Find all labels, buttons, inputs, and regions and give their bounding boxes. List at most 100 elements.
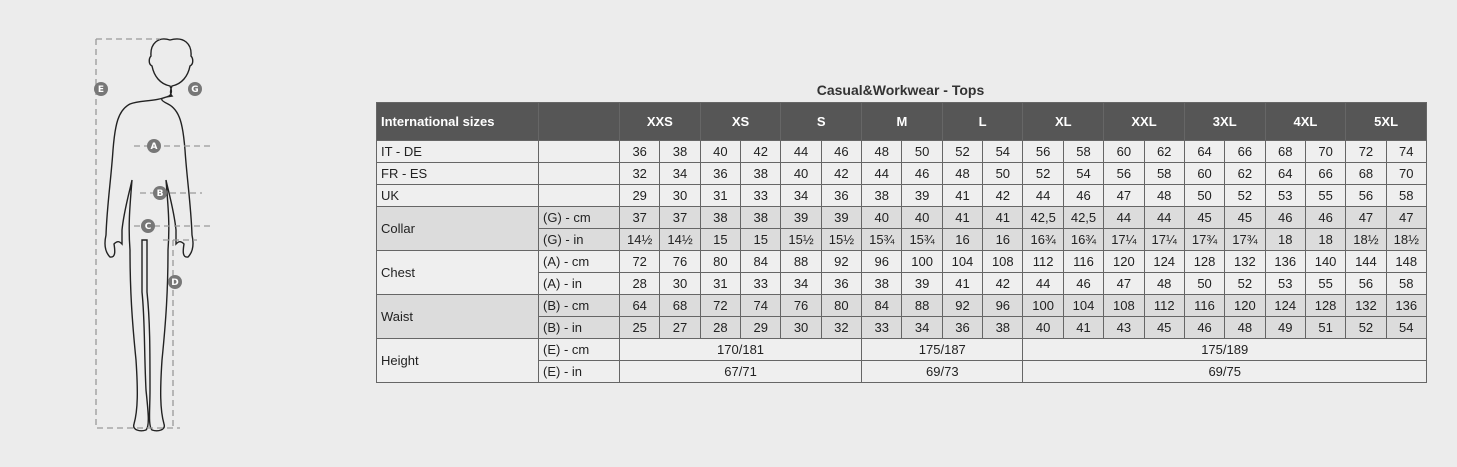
- size-cell: 124: [1264, 294, 1306, 317]
- size-cell: 34: [780, 272, 822, 295]
- size-cell: 38: [982, 316, 1024, 339]
- size-cell: 39: [901, 184, 943, 207]
- size-cell: 132: [1224, 250, 1266, 273]
- header-size-xxl: XXL: [1103, 102, 1185, 141]
- header-size-5xl: 5XL: [1345, 102, 1427, 141]
- row-label: Collar: [376, 206, 539, 251]
- size-cell: 76: [780, 294, 822, 317]
- size-cell: 52: [1345, 316, 1387, 339]
- size-cell: 58: [1385, 184, 1427, 207]
- size-cell: 44: [861, 162, 903, 185]
- size-cell: 92: [820, 250, 863, 273]
- size-cell: 140: [1304, 250, 1347, 273]
- size-cell: 36: [941, 316, 984, 339]
- size-cell: 104: [1062, 294, 1105, 317]
- body-outline: [104, 38, 194, 432]
- size-cell: 46: [1062, 184, 1105, 207]
- table-row: (E) - in 67/71 69/73 69/75: [377, 360, 1427, 383]
- row-unit: (B) - in: [538, 316, 620, 339]
- size-cell: 39: [820, 206, 863, 229]
- size-cell: 36: [618, 140, 661, 163]
- size-cell: 16: [982, 228, 1024, 251]
- size-cell: 14½: [659, 228, 701, 251]
- size-cell: 74: [1385, 140, 1427, 163]
- size-cell: 52: [1022, 162, 1064, 185]
- size-cell: 58: [1062, 140, 1105, 163]
- row-unit: (E) - cm: [538, 338, 620, 361]
- size-cell: 25: [618, 316, 661, 339]
- size-cell: 31: [699, 272, 742, 295]
- size-cell: 50: [982, 162, 1024, 185]
- size-cell: 64: [618, 294, 661, 317]
- size-cell: 44: [1022, 272, 1064, 295]
- size-cell: 15: [699, 228, 742, 251]
- row-unit: (B) - cm: [538, 294, 620, 317]
- size-cell: 48: [1224, 316, 1266, 339]
- size-cell: 46: [1062, 272, 1105, 295]
- size-cell: 148: [1385, 250, 1427, 273]
- size-cell: 92: [941, 294, 984, 317]
- size-cell: 60: [1103, 140, 1145, 163]
- size-cell: 47: [1345, 206, 1387, 229]
- size-cell: 27: [659, 316, 701, 339]
- size-cell: 37: [659, 206, 701, 229]
- row-label: UK: [376, 184, 539, 207]
- size-cell: 38: [740, 206, 782, 229]
- size-cell: 84: [740, 250, 782, 273]
- size-cell: 96: [861, 250, 903, 273]
- size-cell: 42,5: [1062, 206, 1105, 229]
- size-cell: 18: [1264, 228, 1306, 251]
- table-row: (G) - in 14½ 14½ 15 15 15½ 15½ 15¾ 15¾ 16 16 16¾ 16¾…: [377, 228, 1427, 251]
- size-cell: 50: [1183, 184, 1226, 207]
- size-cell: 33: [861, 316, 903, 339]
- size-cell: 58: [1385, 272, 1427, 295]
- size-cell: 55: [1304, 272, 1347, 295]
- size-cell: 62: [1143, 140, 1185, 163]
- body-measurement-figure: E G A B C D: [94, 38, 210, 432]
- size-cell: 29: [740, 316, 782, 339]
- size-cell: 56: [1103, 162, 1145, 185]
- table-row: Waist (B) - cm 64 68 72 74 76 80 84 88 92 96 100 104 1…: [376, 294, 1427, 339]
- height-cell: 175/189: [1022, 338, 1427, 361]
- size-cell: 40: [861, 206, 903, 229]
- size-cell: 136: [1385, 294, 1427, 317]
- size-cell: 76: [659, 250, 701, 273]
- row-label: Waist: [376, 294, 539, 339]
- size-cell: 17¼: [1103, 228, 1145, 251]
- size-cell: 72: [1345, 140, 1387, 163]
- header-size-xl: XL: [1022, 102, 1105, 141]
- header-size-s: S: [780, 102, 863, 141]
- size-cell: 70: [1304, 140, 1347, 163]
- size-cell: 50: [901, 140, 943, 163]
- svg-text:D: D: [171, 278, 178, 288]
- marker-E: E: [94, 82, 108, 96]
- header-international-sizes: International sizes: [376, 102, 539, 141]
- size-cell: 17¼: [1143, 228, 1185, 251]
- size-cell: 68: [659, 294, 701, 317]
- size-cell: 48: [1143, 272, 1185, 295]
- size-cell: 80: [699, 250, 742, 273]
- size-cell: 74: [740, 294, 782, 317]
- size-cell: 47: [1385, 206, 1427, 229]
- size-cell: 64: [1183, 140, 1226, 163]
- size-cell: 52: [1224, 272, 1266, 295]
- size-cell: 41: [941, 184, 984, 207]
- size-cell: 34: [901, 316, 943, 339]
- height-cell: 175/187: [861, 338, 1024, 361]
- size-cell: 46: [901, 162, 943, 185]
- size-cell: 84: [861, 294, 903, 317]
- size-cell: 41: [982, 206, 1024, 229]
- size-cell: 62: [1224, 162, 1266, 185]
- size-cell: 47: [1103, 184, 1145, 207]
- size-cell: 49: [1264, 316, 1306, 339]
- row-label: IT - DE: [376, 140, 539, 163]
- size-cell: 38: [699, 206, 742, 229]
- size-cell: 36: [820, 272, 863, 295]
- table-row: UK 29 30 31 33 34 36 38 39 41 42 44 46 47 48 50 52 53 55 56…: [376, 184, 1427, 207]
- size-cell: 18: [1304, 228, 1347, 251]
- size-cell: 42: [820, 162, 863, 185]
- size-cell: 29: [618, 184, 661, 207]
- size-cell: 15: [740, 228, 782, 251]
- marker-C: C: [141, 219, 155, 233]
- row-label: Height: [376, 338, 539, 383]
